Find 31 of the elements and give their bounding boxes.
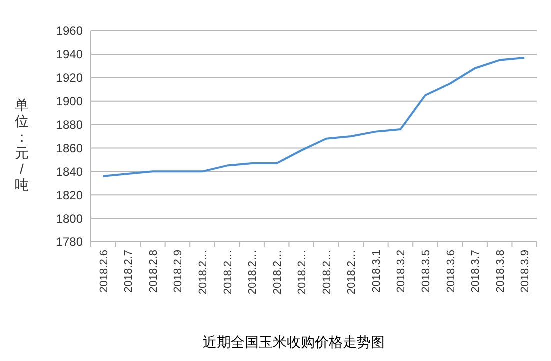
y-tick-label: 1800 <box>56 212 84 226</box>
x-tick-label: 2018.2.7 <box>123 250 136 293</box>
x-tick-label: 2018.2… <box>247 250 260 295</box>
line-series <box>102 56 526 178</box>
x-tick-label: 2018.3.1 <box>370 250 383 293</box>
y-tick-label: 1920 <box>56 71 84 86</box>
x-tick-label: 2018.2… <box>321 250 334 295</box>
y-tick-label: 1900 <box>56 94 84 109</box>
y-tick-label: 1780 <box>56 235 84 250</box>
x-tick-label: 2018.2… <box>222 250 234 295</box>
x-tick-label: 2018.2… <box>346 250 358 295</box>
x-tick-label: 2018.3.6 <box>445 250 458 293</box>
x-tick-label: 2018.2.8 <box>148 250 160 293</box>
y-tick-label: 1940 <box>56 48 84 62</box>
y-tick-label: 1840 <box>56 164 84 179</box>
x-tick-label: 2018.2… <box>272 250 284 295</box>
x-tick-label: 2018.2.6 <box>98 250 110 293</box>
y-tick-label: 1960 <box>56 24 84 38</box>
x-tick-label: 2018.2… <box>296 250 309 295</box>
y-tick-label: 1880 <box>56 118 84 132</box>
x-tick-label: 2018.3.5 <box>420 250 432 293</box>
x-tick-label: 2018.2… <box>198 250 210 295</box>
x-tick-label: 2018.3.9 <box>520 250 532 293</box>
text: 近期全国玉米收购价格走势图 <box>203 335 385 351</box>
y-axis-title: 单位：元/吨 <box>15 97 29 193</box>
x-tick-label: 2018.3.2 <box>396 250 408 293</box>
x-tick-label: 2018.3.7 <box>470 250 482 293</box>
x-tick-label: 2018.2.9 <box>172 250 185 293</box>
y-tick-label: 1860 <box>56 141 84 156</box>
x-tick-label: 2018.3.8 <box>494 250 507 293</box>
y-tick-label: 1820 <box>56 188 84 202</box>
